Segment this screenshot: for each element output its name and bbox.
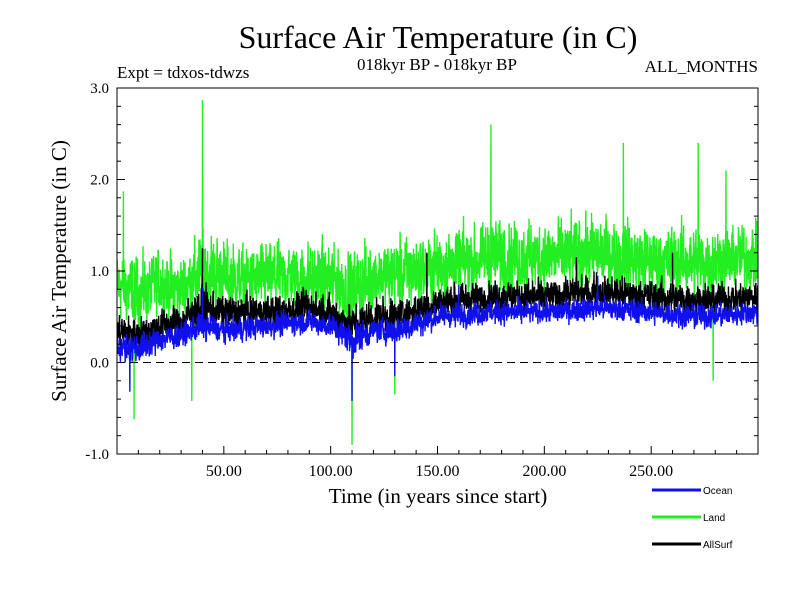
legend: Ocean Land AllSurf — [652, 486, 733, 551]
x-axis: 50.00 100.00 150.00 200.00 250.00 — [137, 446, 738, 480]
chart-subtitle-left: Expt = tdxos-tdwzs — [117, 63, 249, 82]
series-line-allsurf — [117, 248, 758, 351]
x-axis-label: Time (in years since start) — [329, 484, 548, 508]
series-layer — [117, 99, 758, 445]
chart-title: Surface Air Temperature (in C) — [239, 19, 638, 55]
x-tick-label: 200.00 — [522, 463, 566, 480]
y-tick-label: 2.0 — [90, 173, 109, 189]
y-axis: -1.0 0.0 1.0 2.0 3.0 — [85, 81, 758, 463]
x-tick-label: 50.00 — [206, 463, 242, 480]
y-axis-label: Surface Air Temperature (in C) — [47, 140, 71, 402]
x-tick-label: 250.00 — [629, 463, 673, 480]
y-tick-label: 0.0 — [90, 356, 109, 372]
series-line-land — [117, 99, 758, 445]
y-tick-label: -1.0 — [85, 447, 109, 463]
chart-subtitle-center: 018kyr BP - 018kyr BP — [357, 55, 517, 74]
legend-label-ocean: Ocean — [703, 486, 732, 497]
y-tick-label: 1.0 — [90, 264, 109, 280]
legend-label-allsurf: AllSurf — [703, 540, 733, 551]
y-tick-label: 3.0 — [90, 81, 109, 97]
x-tick-label: 100.00 — [309, 463, 353, 480]
chart-subtitle-right: ALL_MONTHS — [645, 57, 758, 76]
series-line-ocean — [117, 275, 758, 401]
legend-label-land: Land — [703, 513, 725, 524]
x-tick-label: 150.00 — [416, 463, 460, 480]
